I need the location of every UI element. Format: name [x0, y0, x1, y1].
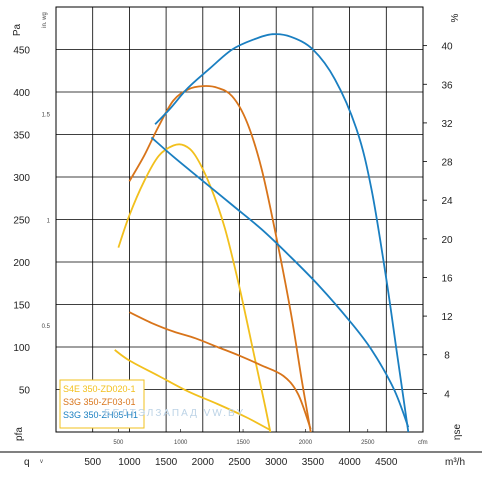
y-left-tick-label: 450 — [13, 46, 30, 57]
legend-box — [59, 379, 145, 429]
y-right-tick-label: 4 — [444, 389, 450, 400]
x-cfm-tick-label: 2500 — [361, 440, 375, 446]
y-right-tick-label: 16 — [441, 273, 453, 284]
efficiency-curve-1 — [114, 349, 271, 431]
efficiency-curve-2 — [129, 311, 312, 430]
legend-entry-3: S3G 350-ZH05-H1 — [63, 410, 138, 420]
psf-label: pfa — [14, 427, 25, 441]
x-tick-label: 3000 — [265, 457, 288, 468]
y-right-tick-label: 36 — [441, 80, 453, 91]
grid — [0, 6, 482, 453]
y-right-tick-label: 28 — [441, 158, 453, 169]
y-right-tick-label: 32 — [441, 119, 453, 130]
pressure-curve-2 — [128, 85, 312, 433]
watermark: БЕЛТЭЛЗАПАД VW.BY — [104, 408, 245, 419]
pressure-curve-3 — [154, 33, 410, 433]
efficiency-curve-3 — [150, 136, 410, 428]
x-cfm-tick-label: 1000 — [174, 440, 188, 446]
y-inwg-tick-label: 0.5 — [42, 324, 51, 330]
x-tick-label: 2000 — [192, 457, 215, 468]
y-inwg-tick-label: 1 — [47, 218, 51, 224]
x-label: m³/h — [445, 457, 465, 468]
x-cfm-tick-label: 500 — [113, 440, 124, 446]
y-left-tick-label: 200 — [13, 258, 30, 269]
y-inwg-tick-label: 1.5 — [42, 113, 51, 119]
x-tick-label: 1000 — [118, 457, 141, 468]
q-label: q — [24, 457, 30, 468]
legend-entry-2: S3G 350-ZF03-01 — [63, 397, 136, 407]
x-cfm-tick-label: 2000 — [299, 440, 313, 446]
y-left-label: Pa — [12, 23, 23, 36]
x-tick-label: 4000 — [338, 457, 361, 468]
pressure-curve-1 — [117, 143, 272, 433]
x-tick-label: 1500 — [155, 457, 178, 468]
v-symbol: v — [40, 459, 43, 465]
legend: S4E 350-ZD020-1 S3G 350-ZF03-01 S3G 350-ZH… — [59, 379, 145, 429]
ticks: 500 1000 1500 2000 2500 3000 3500 4000 450050100… — [13, 42, 453, 468]
y-left-inwg-label: in. wg — [42, 12, 48, 28]
y-left-tick-label: 350 — [13, 131, 30, 142]
y-left-tick-label: 100 — [13, 343, 30, 354]
y-left-tick-label: 50 — [19, 386, 31, 397]
y-right-tick-label: 20 — [441, 235, 453, 246]
y-left-tick-label: 400 — [13, 88, 30, 99]
x-tick-label: 500 — [84, 457, 101, 468]
x-tick-label: 4500 — [375, 457, 398, 468]
y-left-tick-label: 150 — [13, 301, 30, 312]
y-right-tick-label: 40 — [441, 42, 453, 53]
series-layer — [114, 33, 410, 433]
y-right-tick-label: 24 — [441, 196, 453, 207]
y-right-tick-label: 8 — [444, 351, 450, 362]
y-right-tick-label: 12 — [441, 312, 453, 323]
x-tick-label: 2500 — [228, 457, 251, 468]
y-right-label: % — [450, 13, 461, 22]
legend-entry-1: S4E 350-ZD020-1 — [63, 384, 136, 394]
y-left-tick-label: 300 — [13, 173, 30, 184]
x-cfm-tick-label: 1500 — [236, 440, 250, 446]
y-left-tick-label: 250 — [13, 216, 30, 227]
x-cfm-label: cfm — [418, 440, 428, 446]
eta-label: ηse — [452, 424, 463, 441]
x-tick-label: 3500 — [302, 457, 325, 468]
